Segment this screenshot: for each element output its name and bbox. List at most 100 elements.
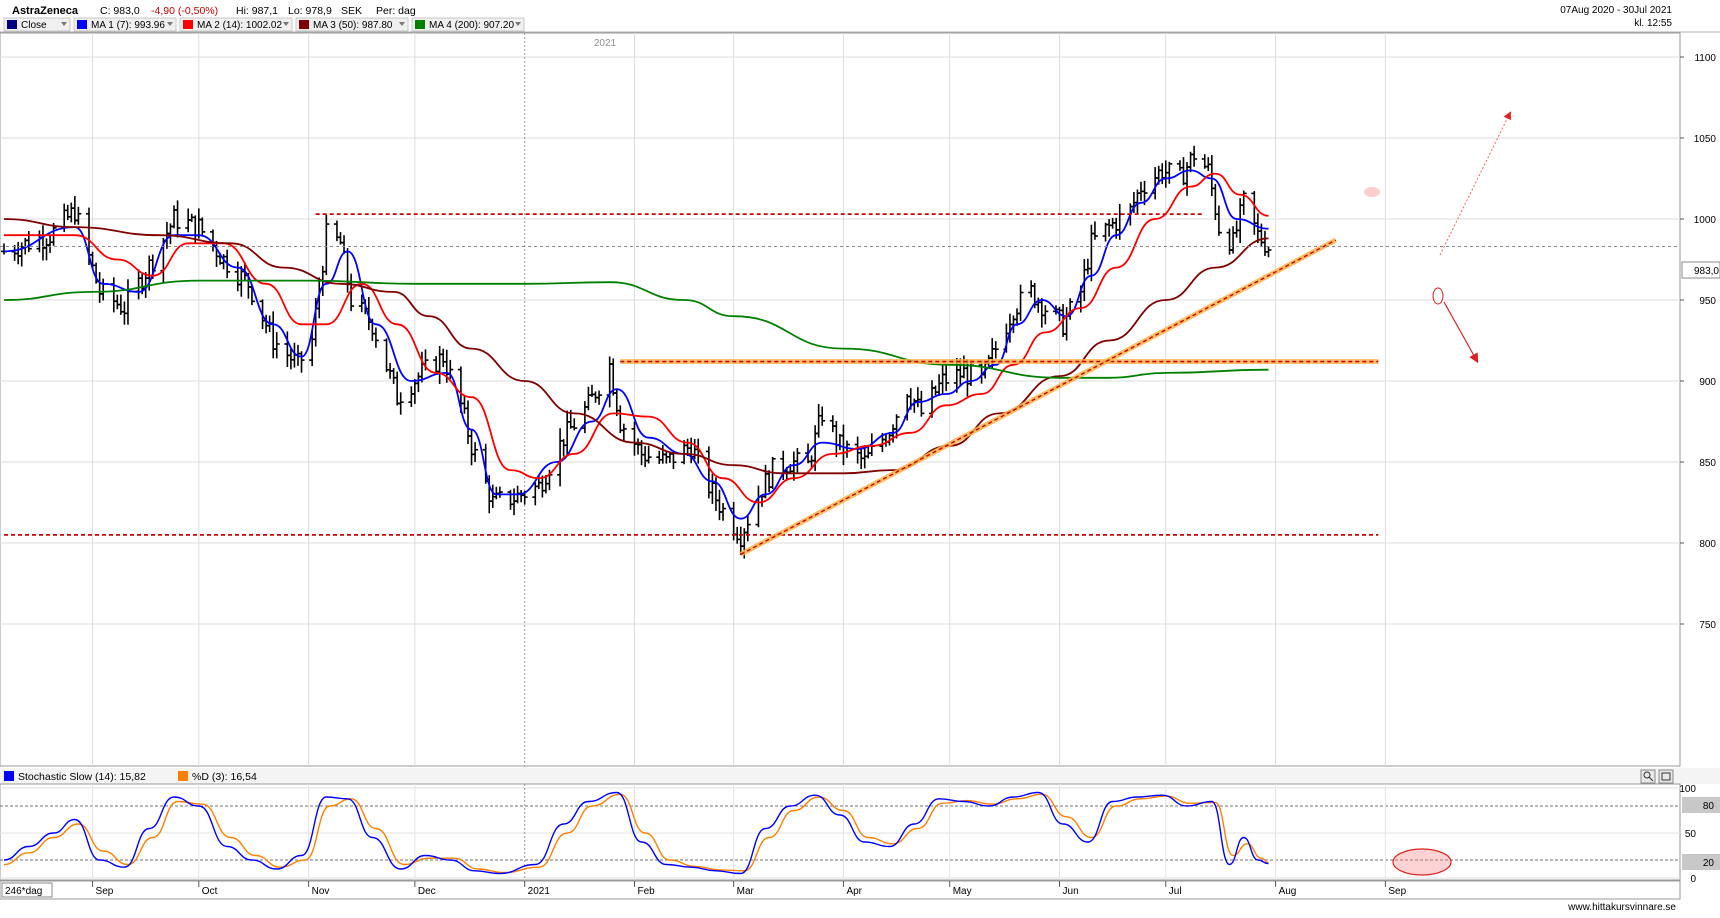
price-bar (943, 365, 950, 392)
stoch-20-label: 20 (1703, 858, 1715, 869)
time-tick-label: Nov (312, 886, 330, 897)
price-tick-label: 750 (1699, 620, 1716, 631)
price-bar (1042, 305, 1049, 325)
time-tick-label: Jul (1169, 886, 1182, 897)
period-label: Per: dag (376, 5, 416, 17)
price-bar (992, 341, 999, 359)
price-bar (496, 486, 503, 498)
year-marker: 2021 (594, 38, 617, 49)
price-bar (645, 445, 652, 464)
corner-box (1, 882, 53, 898)
bar-count-label: 246*dag (5, 886, 42, 897)
price-bar (744, 514, 751, 542)
time-tick-label: Dec (418, 886, 436, 897)
stoch-80-label: 80 (1703, 801, 1715, 812)
legend-swatch (299, 20, 309, 29)
price-bar (199, 217, 206, 237)
time-tick-label: Jun (1063, 886, 1079, 897)
price-bar (596, 390, 603, 405)
price-bar (918, 390, 925, 417)
low-value: Lo: 978,9 (288, 5, 332, 17)
stoch-k-legend: Stochastic Slow (14): 15,82 (18, 771, 146, 783)
stoch-k-swatch (4, 771, 14, 781)
stoch-grid (0, 784, 1680, 880)
ma-line-ma-2-14 (4, 172, 1269, 504)
price-grid (0, 33, 1680, 766)
ma-line-ma-1-7 (3, 169, 1269, 520)
close-value: C: 983,0 (100, 5, 140, 17)
price-tick-label: 850 (1699, 458, 1716, 469)
price-bar (1191, 145, 1198, 167)
legend-item (3, 17, 71, 32)
price-bar (397, 392, 404, 415)
price-panel (0, 32, 1681, 767)
stoch-d-swatch (178, 771, 188, 781)
date-range: 07Aug 2020 - 30Jul 2021 (1560, 5, 1672, 16)
change-value: -4,90 (-0,50%) (151, 5, 218, 17)
chevron-down-icon (283, 22, 289, 26)
price-bar (1265, 246, 1272, 258)
oversold-highlight (1392, 848, 1452, 876)
price-axis: 750 800 850 900 950 1000 1050 1100 (1680, 53, 1716, 631)
chevron-down-icon (167, 22, 173, 26)
price-bar (472, 442, 479, 462)
legend-row: Close MA 1 (7): 993.96 MA 2 (14): 1002.02 M… (3, 17, 525, 32)
currency-label: SEK (341, 5, 362, 17)
price-bar (720, 503, 727, 521)
last-price-label: 983,0 (1694, 266, 1719, 277)
price-bar (174, 200, 181, 238)
price-tick-label: 1100 (1694, 53, 1716, 64)
price-tick-label: 900 (1699, 377, 1716, 388)
chevron-down-icon (61, 22, 67, 26)
trendline (740, 239, 1337, 555)
legend-swatch (7, 20, 17, 29)
high-value: Hi: 987,1 (236, 5, 278, 17)
price-bar (571, 418, 578, 431)
legend-swatch (183, 20, 193, 29)
legend-label: MA 2 (14): 1002.02 (197, 20, 282, 31)
magnifier-icon (1643, 771, 1651, 779)
time-label: kl. 12:55 (1634, 18, 1672, 29)
time-tick-label: Sep (96, 886, 114, 897)
legend-label: MA 1 (7): 993.96 (91, 20, 165, 31)
time-tick-label: Oct (202, 886, 218, 897)
bear-scenario-arrow (1443, 301, 1479, 364)
price-bar (248, 284, 255, 306)
price-bar (794, 448, 801, 473)
maximize-icon (1661, 772, 1671, 781)
price-bar (75, 206, 82, 225)
time-tick-label: Mar (737, 886, 755, 897)
annotations (0, 111, 1680, 557)
last-price-tag (1681, 261, 1720, 279)
legend-item (295, 17, 409, 32)
stoch-axis: 0 50 100 (1679, 784, 1696, 885)
legend-label: MA 3 (50): 987.80 (313, 20, 393, 31)
peak-marker (1364, 187, 1380, 197)
legend-item (73, 17, 177, 32)
stoch-tick-label: 100 (1679, 784, 1696, 795)
legend-swatch (415, 20, 425, 29)
price-bar (273, 332, 280, 359)
stoch-20-tag (1682, 854, 1720, 870)
maximize-button[interactable] (1658, 769, 1674, 784)
stoch-lines (3, 791, 1452, 876)
stoch-k-line (3, 791, 1269, 875)
stoch-80-tag (1682, 797, 1720, 813)
legend-item (179, 17, 293, 32)
time-tick-label: May (953, 886, 972, 897)
stoch-d-line (3, 793, 1269, 874)
chevron-down-icon (399, 22, 405, 26)
zoom-button[interactable] (1640, 769, 1656, 784)
stoch-header (0, 768, 1720, 784)
breakout-marker (1432, 287, 1444, 305)
stoch-d-legend: %D (3): 16,54 (192, 771, 257, 783)
stoch-tick-label: 50 (1685, 829, 1697, 840)
symbol-name: AstraZeneca (12, 5, 79, 17)
price-bar (298, 351, 305, 373)
time-tick-label: Aug (1279, 886, 1297, 897)
legend-swatch (77, 20, 87, 29)
time-tick-label: Apr (846, 886, 862, 897)
chevron-down-icon (515, 22, 521, 26)
